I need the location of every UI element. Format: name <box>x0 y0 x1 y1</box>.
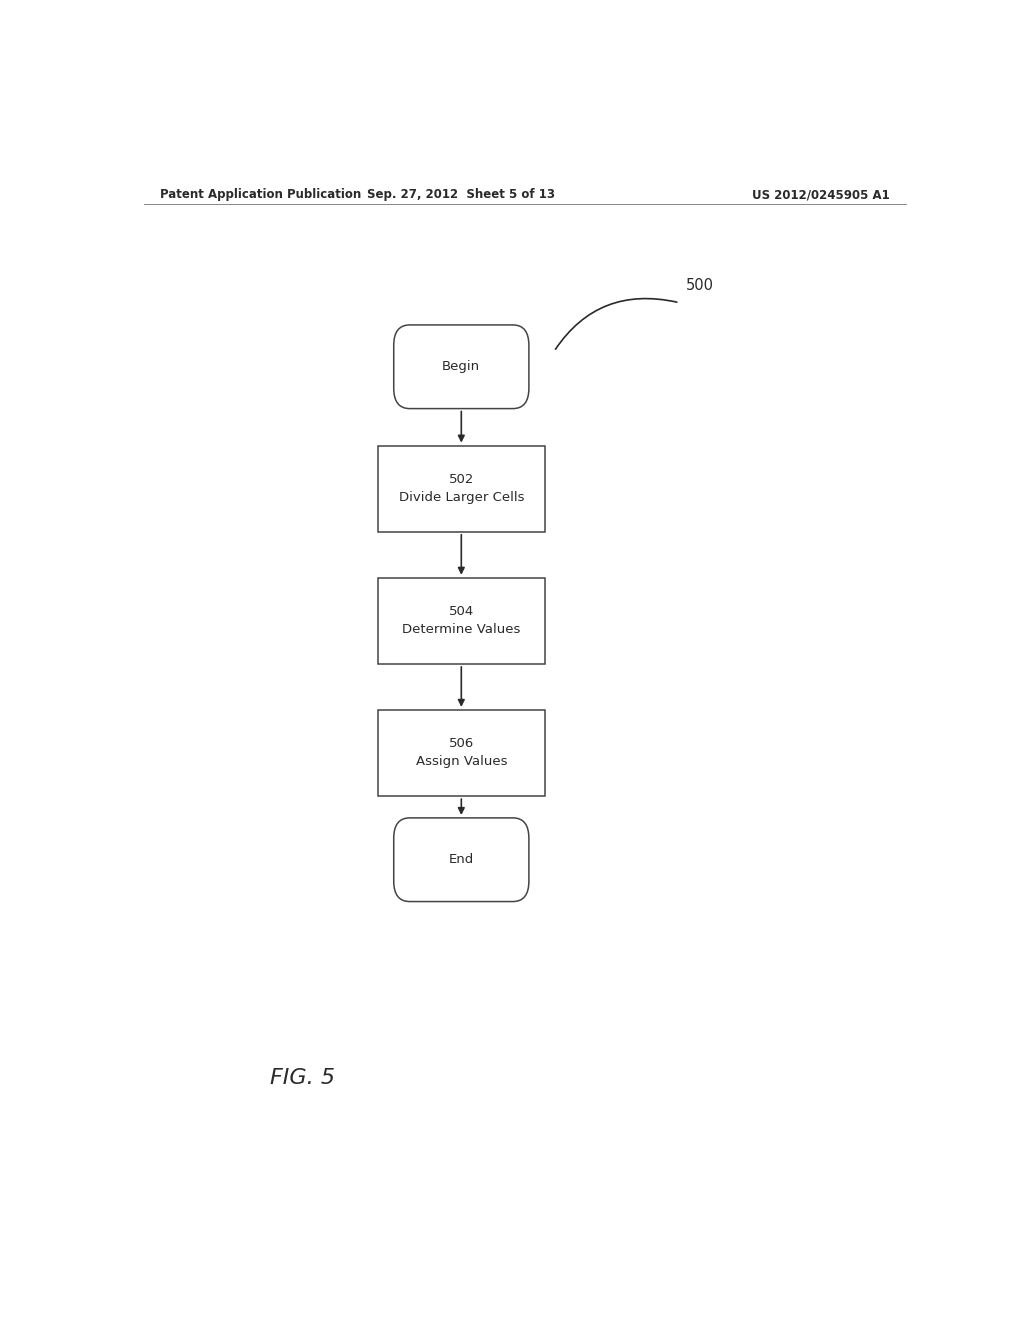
Text: 500: 500 <box>685 279 714 293</box>
Text: US 2012/0245905 A1: US 2012/0245905 A1 <box>752 189 890 202</box>
Text: 506
Assign Values: 506 Assign Values <box>416 738 507 768</box>
Text: 504
Determine Values: 504 Determine Values <box>402 606 520 636</box>
Text: FIG. 5: FIG. 5 <box>270 1068 335 1088</box>
Bar <box>378 446 545 532</box>
FancyBboxPatch shape <box>394 325 528 409</box>
Text: Sep. 27, 2012  Sheet 5 of 13: Sep. 27, 2012 Sheet 5 of 13 <box>368 189 555 202</box>
FancyBboxPatch shape <box>394 818 528 902</box>
Text: 502
Divide Larger Cells: 502 Divide Larger Cells <box>398 474 524 504</box>
Bar <box>378 710 545 796</box>
Text: End: End <box>449 853 474 866</box>
FancyArrowPatch shape <box>556 298 677 348</box>
Text: Begin: Begin <box>442 360 480 374</box>
Bar <box>378 578 545 664</box>
Text: Patent Application Publication: Patent Application Publication <box>160 189 361 202</box>
